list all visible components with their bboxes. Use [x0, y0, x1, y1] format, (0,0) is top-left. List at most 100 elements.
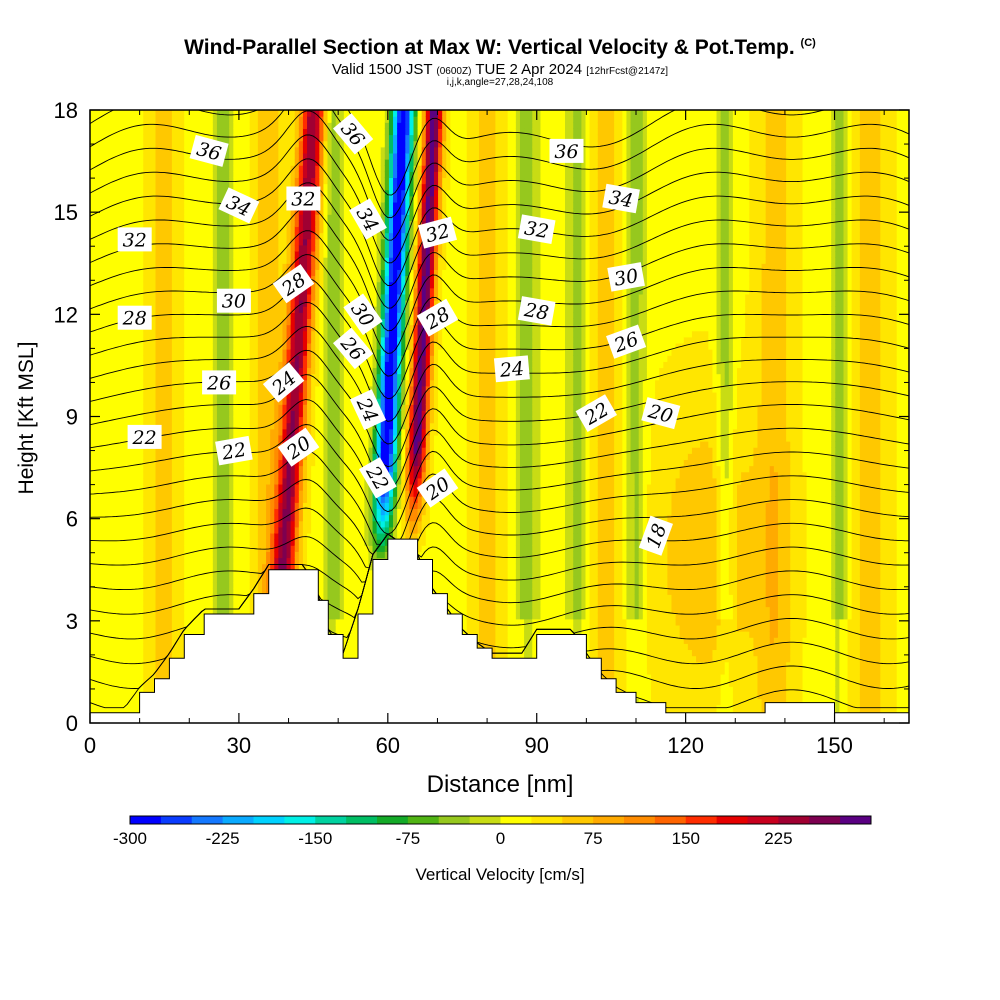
- field-cell: [106, 625, 111, 632]
- field-cell: [160, 110, 165, 117]
- field-cell: [135, 698, 140, 705]
- field-cell: [168, 459, 173, 466]
- field-cell: [115, 288, 120, 295]
- field-cell: [156, 374, 161, 381]
- field-cell: [151, 190, 156, 197]
- field-cell: [98, 171, 103, 178]
- field-cell: [110, 214, 115, 221]
- field-cell: [160, 490, 165, 497]
- field-cell: [143, 472, 148, 479]
- field-cell: [123, 184, 128, 191]
- field-cell: [168, 312, 173, 319]
- field-cell: [123, 110, 128, 117]
- field-cell: [143, 374, 148, 381]
- field-cell: [139, 398, 144, 405]
- field-cell: [110, 312, 115, 319]
- field-cell: [131, 643, 136, 650]
- field-cell: [151, 135, 156, 142]
- field-cell: [106, 637, 111, 644]
- field-cell: [160, 128, 165, 135]
- field-cell: [94, 220, 99, 227]
- field-cell: [168, 398, 173, 405]
- field-cell: [110, 147, 115, 154]
- field-cell: [110, 649, 115, 656]
- field-cell: [151, 331, 156, 338]
- field-cell: [168, 466, 173, 473]
- field-cell: [119, 263, 124, 270]
- field-cell: [106, 233, 111, 240]
- field-cell: [147, 521, 152, 528]
- field-cell: [94, 466, 99, 473]
- field-cell: [102, 502, 107, 509]
- field-cell: [151, 282, 156, 289]
- field-cell: [106, 398, 111, 405]
- field-cell: [106, 429, 111, 436]
- field-cell: [135, 251, 140, 258]
- field-cell: [119, 631, 124, 638]
- field-cell: [115, 196, 120, 203]
- field-cell: [94, 607, 99, 614]
- field-cell: [106, 331, 111, 338]
- field-cell: [94, 269, 99, 276]
- field-cell: [123, 668, 128, 675]
- field-cell: [168, 361, 173, 368]
- field-cell: [110, 269, 115, 276]
- field-cell: [135, 190, 140, 197]
- field-cell: [123, 662, 128, 669]
- field-cell: [123, 135, 128, 142]
- field-cell: [156, 398, 161, 405]
- field-cell: [106, 374, 111, 381]
- field-cell: [127, 576, 132, 583]
- field-cell: [123, 502, 128, 509]
- field-cell: [131, 453, 136, 460]
- field-cell: [110, 220, 115, 227]
- field-cell: [106, 478, 111, 485]
- field-cell: [131, 282, 136, 289]
- field-cell: [123, 625, 128, 632]
- field-cell: [94, 159, 99, 166]
- field-cell: [110, 484, 115, 491]
- field-cell: [135, 367, 140, 374]
- field-cell: [131, 190, 136, 197]
- field-cell: [94, 367, 99, 374]
- field-cell: [135, 453, 140, 460]
- field-cell: [98, 251, 103, 258]
- field-cell: [156, 349, 161, 356]
- field-cell: [94, 576, 99, 583]
- field-cell: [156, 257, 161, 264]
- field-cell: [131, 208, 136, 215]
- field-cell: [168, 226, 173, 233]
- field-cell: [160, 349, 165, 356]
- field-cell: [135, 202, 140, 209]
- field-cell: [135, 478, 140, 485]
- field-cell: [102, 196, 107, 203]
- field-cell: [102, 600, 107, 607]
- field-cell: [127, 692, 132, 699]
- field-cell: [110, 692, 115, 699]
- field-cell: [160, 564, 165, 571]
- field-cell: [106, 257, 111, 264]
- field-cell: [143, 128, 148, 135]
- field-cell: [127, 184, 132, 191]
- field-cell: [168, 220, 173, 227]
- field-cell: [110, 165, 115, 172]
- field-cell: [106, 557, 111, 564]
- field-cell: [143, 588, 148, 595]
- field-cell: [156, 539, 161, 546]
- field-cell: [94, 380, 99, 387]
- field-cell: [110, 367, 115, 374]
- field-cell: [147, 453, 152, 460]
- field-cell: [127, 349, 132, 356]
- field-cell: [135, 171, 140, 178]
- field-cell: [164, 165, 169, 172]
- field-cell: [110, 607, 115, 614]
- field-cell: [164, 153, 169, 160]
- field-cell: [156, 343, 161, 350]
- field-cell: [160, 533, 165, 540]
- field-cell: [106, 214, 111, 221]
- field-cell: [160, 251, 165, 258]
- field-cell: [164, 545, 169, 552]
- field-cell: [168, 269, 173, 276]
- field-cell: [123, 649, 128, 656]
- field-cell: [164, 496, 169, 503]
